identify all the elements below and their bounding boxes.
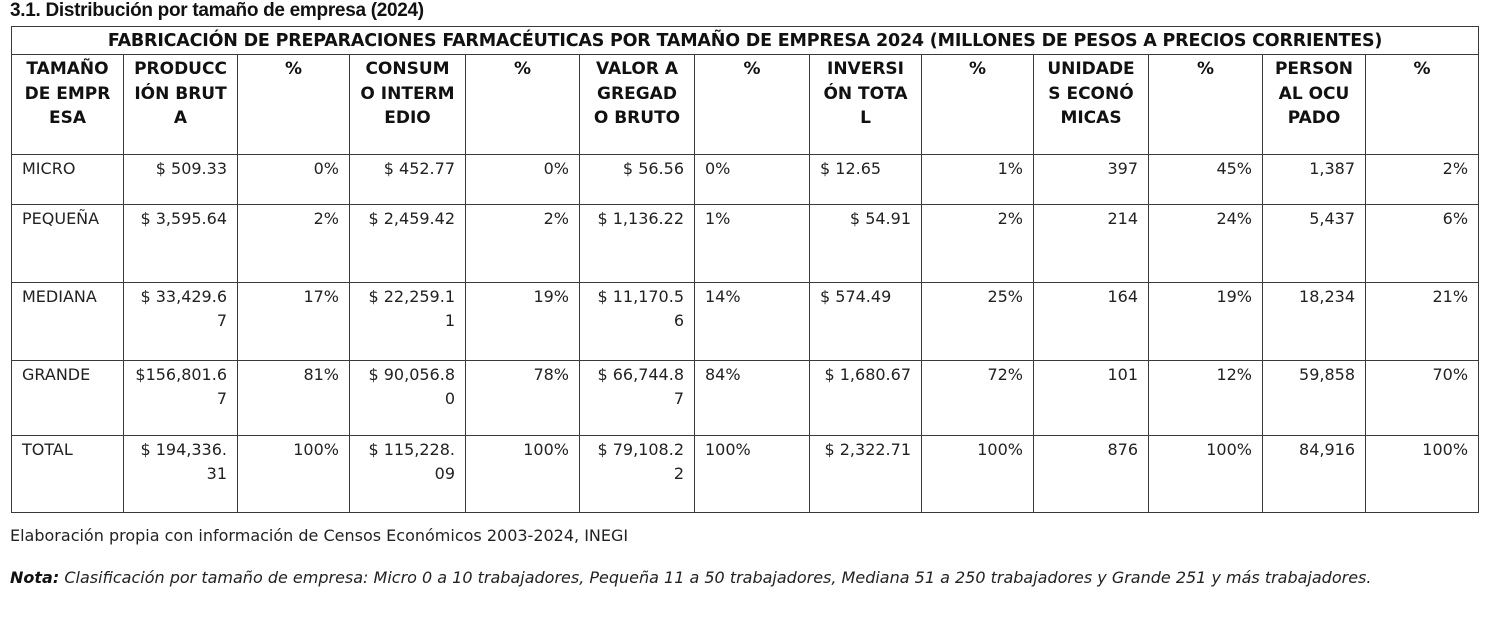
col-header-inversion-total: INVERSIÓN TOTAL bbox=[809, 54, 922, 155]
cell-inversion-pct: 100% bbox=[921, 435, 1034, 513]
cell-inversion-total: $ 2,322.71 bbox=[809, 435, 922, 513]
cell-consumo-intermedio: $ 452.77 bbox=[349, 154, 466, 205]
cell-inversion-total: $ 1,680.67 bbox=[809, 360, 922, 436]
cell-valor-agregado: $ 79,108.22 bbox=[579, 435, 695, 513]
cell-unidades-pct: 12% bbox=[1148, 360, 1263, 436]
cell-consumo-intermedio: $ 115,228.09 bbox=[349, 435, 466, 513]
col-header-consumo-pct: % bbox=[465, 54, 580, 155]
cell-produccion-pct: 0% bbox=[237, 154, 350, 205]
col-header-produccion-bruta: PRODUCCIÓN BRUTA bbox=[123, 54, 238, 155]
col-header-valor-pct: % bbox=[694, 54, 810, 155]
col-header-inversion-pct: % bbox=[921, 54, 1034, 155]
cell-consumo-intermedio: $ 90,056.80 bbox=[349, 360, 466, 436]
cell-consumo-pct: 100% bbox=[465, 435, 580, 513]
col-header-consumo-intermedio: CONSUMO INTERMEDIO bbox=[349, 54, 466, 155]
cell-size: GRANDE bbox=[11, 360, 124, 436]
company-size-table: FABRICACIÓN DE PREPARACIONES FARMACÉUTIC… bbox=[10, 26, 1480, 513]
cell-consumo-intermedio: $ 2,459.42 bbox=[349, 204, 466, 283]
cell-unidades: 876 bbox=[1033, 435, 1149, 513]
note-text: Clasificación por tamaño de empresa: Mic… bbox=[59, 568, 1372, 587]
cell-size: MICRO bbox=[11, 154, 124, 205]
cell-consumo-pct: 19% bbox=[465, 282, 580, 361]
cell-personal: 59,858 bbox=[1262, 360, 1366, 436]
cell-unidades: 164 bbox=[1033, 282, 1149, 361]
cell-personal: 5,437 bbox=[1262, 204, 1366, 283]
cell-valor-agregado: $ 56.56 bbox=[579, 154, 695, 205]
cell-consumo-pct: 78% bbox=[465, 360, 580, 436]
cell-valor-pct: 84% bbox=[694, 360, 810, 436]
cell-produccion-bruta: $ 194,336.31 bbox=[123, 435, 238, 513]
cell-produccion-pct: 81% bbox=[237, 360, 350, 436]
cell-personal-pct: 2% bbox=[1364, 154, 1480, 205]
cell-inversion-total: $ 54.91 bbox=[809, 204, 922, 283]
cell-consumo-pct: 0% bbox=[465, 154, 580, 205]
cell-inversion-total: $ 12.65 bbox=[809, 154, 922, 205]
cell-size: PEQUEÑA bbox=[11, 204, 124, 283]
col-header-size: TAMAÑO DE EMPRESA bbox=[11, 54, 124, 155]
cell-personal: 84,916 bbox=[1262, 435, 1366, 513]
cell-personal: 1,387 bbox=[1262, 154, 1366, 205]
col-header-unidades: UNIDADES ECONÓMICAS bbox=[1033, 54, 1149, 155]
cell-inversion-pct: 25% bbox=[921, 282, 1034, 361]
cell-valor-agregado: $ 11,170.56 bbox=[579, 282, 695, 361]
cell-size: TOTAL bbox=[11, 435, 124, 513]
cell-size: MEDIANA bbox=[11, 282, 124, 361]
cell-produccion-bruta: $ 3,595.64 bbox=[123, 204, 238, 283]
cell-personal-pct: 6% bbox=[1364, 204, 1480, 283]
cell-produccion-pct: 17% bbox=[237, 282, 350, 361]
col-header-personal-pct: % bbox=[1364, 54, 1480, 155]
cell-inversion-total: $ 574.49 bbox=[809, 282, 922, 361]
cell-valor-pct: 0% bbox=[694, 154, 810, 205]
section-title: 3.1. Distribución por tamaño de empresa … bbox=[10, 0, 424, 21]
cell-inversion-pct: 2% bbox=[921, 204, 1034, 283]
cell-produccion-bruta: $ 33,429.67 bbox=[123, 282, 238, 361]
cell-unidades-pct: 100% bbox=[1148, 435, 1263, 513]
cell-valor-agregado: $ 1,136.22 bbox=[579, 204, 695, 283]
cell-produccion-pct: 100% bbox=[237, 435, 350, 513]
cell-consumo-pct: 2% bbox=[465, 204, 580, 283]
cell-unidades-pct: 24% bbox=[1148, 204, 1263, 283]
cell-inversion-pct: 72% bbox=[921, 360, 1034, 436]
table-row-total: TOTAL $ 194,336.31 100% $ 115,228.09 100… bbox=[11, 435, 1480, 513]
source-note: Elaboración propia con información de Ce… bbox=[10, 526, 629, 545]
cell-unidades: 101 bbox=[1033, 360, 1149, 436]
cell-consumo-intermedio: $ 22,259.11 bbox=[349, 282, 466, 361]
col-header-unidades-pct: % bbox=[1148, 54, 1263, 155]
cell-produccion-pct: 2% bbox=[237, 204, 350, 283]
table-row: PEQUEÑA $ 3,595.64 2% $ 2,459.42 2% $ 1,… bbox=[11, 204, 1480, 283]
cell-personal-pct: 70% bbox=[1364, 360, 1480, 436]
cell-valor-pct: 100% bbox=[694, 435, 810, 513]
table-row: GRANDE $156,801.67 81% $ 90,056.80 78% $… bbox=[11, 360, 1480, 436]
col-header-personal: PERSONAL OCUPADO bbox=[1262, 54, 1366, 155]
cell-valor-pct: 1% bbox=[694, 204, 810, 283]
table-caption: FABRICACIÓN DE PREPARACIONES FARMACÉUTIC… bbox=[10, 26, 1480, 55]
cell-inversion-pct: 1% bbox=[921, 154, 1034, 205]
cell-unidades: 397 bbox=[1033, 154, 1149, 205]
col-header-produccion-pct: % bbox=[237, 54, 350, 155]
table-row: MICRO $ 509.33 0% $ 452.77 0% $ 56.56 0%… bbox=[11, 154, 1480, 205]
note-label: Nota: bbox=[10, 568, 60, 587]
cell-produccion-bruta: $ 509.33 bbox=[123, 154, 238, 205]
cell-unidades-pct: 19% bbox=[1148, 282, 1263, 361]
table-row: MEDIANA $ 33,429.67 17% $ 22,259.11 19% … bbox=[11, 282, 1480, 361]
cell-unidades: 214 bbox=[1033, 204, 1149, 283]
table-caption-row: FABRICACIÓN DE PREPARACIONES FARMACÉUTIC… bbox=[10, 26, 1480, 55]
cell-valor-agregado: $ 66,744.87 bbox=[579, 360, 695, 436]
cell-personal: 18,234 bbox=[1262, 282, 1366, 361]
cell-unidades-pct: 45% bbox=[1148, 154, 1263, 205]
table-header-row: TAMAÑO DE EMPRESA PRODUCCIÓN BRUTA % CON… bbox=[11, 54, 1480, 155]
col-header-valor-agregado: VALOR AGREGADO BRUTO bbox=[579, 54, 695, 155]
cell-personal-pct: 21% bbox=[1364, 282, 1480, 361]
cell-personal-pct: 100% bbox=[1364, 435, 1480, 513]
cell-produccion-bruta: $156,801.67 bbox=[123, 360, 238, 436]
classification-note: Nota: Clasificación por tamaño de empres… bbox=[10, 566, 1510, 590]
cell-valor-pct: 14% bbox=[694, 282, 810, 361]
